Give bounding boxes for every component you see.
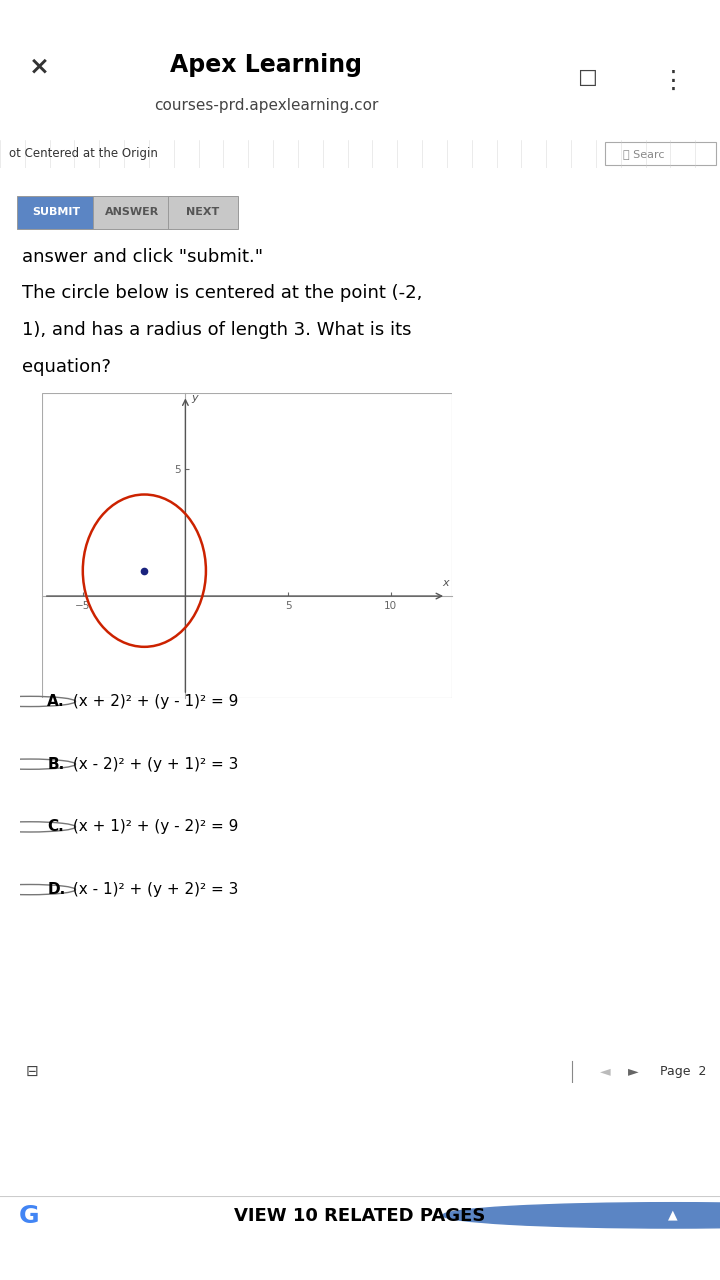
Circle shape	[443, 1203, 720, 1228]
Text: 92%  2:26 AM: 92% 2:26 AM	[595, 13, 702, 26]
Text: (x - 1)² + (y + 2)² = 3: (x - 1)² + (y + 2)² = 3	[68, 882, 238, 897]
Text: ⊟: ⊟	[26, 1064, 39, 1079]
Text: ⋮: ⋮	[661, 68, 685, 92]
Text: ►: ►	[629, 1065, 639, 1078]
Text: ◄: ◄	[600, 1065, 610, 1078]
Text: C.: C.	[48, 819, 64, 835]
Text: ◁: ◁	[150, 1249, 166, 1270]
Text: Page  2: Page 2	[660, 1065, 706, 1078]
Text: ×: ×	[29, 55, 50, 78]
Text: ▲: ▲	[668, 1208, 678, 1222]
Text: B.: B.	[48, 756, 65, 772]
Text: The circle below is centered at the point (-2,: The circle below is centered at the poin…	[22, 284, 422, 302]
Text: cricket: cricket	[18, 13, 71, 26]
Text: 🔍 Searc: 🔍 Searc	[623, 148, 665, 159]
Text: Apex Learning: Apex Learning	[171, 52, 362, 77]
Text: x: x	[442, 577, 449, 588]
Text: (x + 1)² + (y - 2)² = 9: (x + 1)² + (y - 2)² = 9	[68, 819, 238, 835]
Text: (x - 2)² + (y + 1)² = 3: (x - 2)² + (y + 1)² = 3	[68, 756, 238, 772]
Text: ANSWER: ANSWER	[104, 207, 159, 216]
Text: (x + 2)² + (y - 1)² = 9: (x + 2)² + (y - 1)² = 9	[68, 694, 238, 709]
Text: courses-prd.apexlearning.cor: courses-prd.apexlearning.cor	[154, 99, 379, 113]
Text: ☐: ☐	[577, 70, 597, 91]
Text: ot Centered at the Origin: ot Centered at the Origin	[9, 147, 158, 160]
Text: NEXT: NEXT	[186, 207, 220, 216]
Text: G: G	[19, 1204, 39, 1228]
Text: 1), and has a radius of length 3. What is its: 1), and has a radius of length 3. What i…	[22, 321, 411, 339]
Text: □: □	[552, 1251, 571, 1268]
FancyBboxPatch shape	[93, 196, 171, 229]
Text: A.: A.	[48, 694, 65, 709]
FancyBboxPatch shape	[605, 142, 716, 165]
Text: ○: ○	[350, 1248, 370, 1271]
Text: answer and click "submit.": answer and click "submit."	[22, 248, 263, 266]
Text: SUBMIT: SUBMIT	[32, 207, 80, 216]
Text: D.: D.	[48, 882, 66, 897]
FancyBboxPatch shape	[17, 196, 95, 229]
FancyBboxPatch shape	[168, 196, 238, 229]
Text: y: y	[192, 393, 198, 403]
Text: equation?: equation?	[22, 357, 111, 376]
Text: VIEW 10 RELATED PAGES: VIEW 10 RELATED PAGES	[234, 1207, 486, 1225]
